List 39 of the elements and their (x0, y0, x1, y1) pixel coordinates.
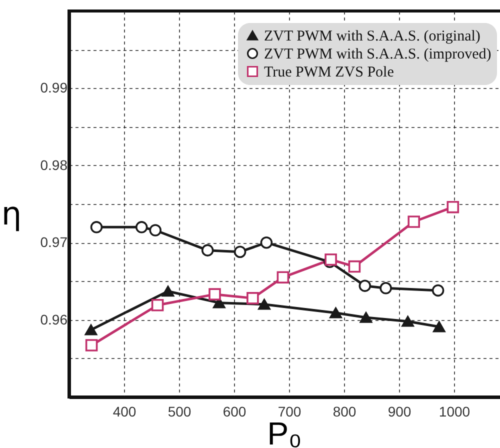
point (246, 292, 259, 304)
point (260, 236, 273, 249)
point (162, 286, 174, 297)
y-tick-label: 0.96 (40, 311, 68, 328)
point (432, 284, 444, 297)
point (324, 253, 337, 266)
y-tick-label: 0.97 (40, 234, 68, 250)
point (446, 200, 460, 214)
x-tick-label: 1000 (438, 404, 470, 420)
y-tick-label: 0.98 (40, 156, 68, 173)
point (234, 246, 246, 258)
legend-label: True PWM ZVS Pole (264, 64, 394, 80)
legend-label: ZVT PWM with S.A.A.S. (improved) (264, 46, 492, 62)
point (360, 312, 372, 323)
point (201, 244, 214, 256)
x-tick-label: 400 (112, 404, 136, 420)
point (348, 260, 361, 273)
point (90, 221, 103, 234)
y-axis-title: η (1, 194, 22, 232)
point (208, 288, 221, 300)
point (330, 307, 342, 318)
point (85, 339, 98, 352)
x-tick-label: 600 (222, 404, 246, 420)
point (358, 280, 372, 292)
point (433, 321, 446, 332)
point (402, 316, 414, 327)
point (276, 271, 290, 284)
x-tick-label: 900 (388, 404, 412, 420)
legend-label: ZVT PWM with S.A.A.S. (original) (264, 28, 480, 44)
point (408, 216, 420, 228)
point (149, 224, 162, 236)
point (151, 298, 164, 312)
point (84, 324, 98, 336)
y-tick-label: 0.99 (40, 80, 68, 96)
point (135, 221, 148, 234)
point (258, 298, 270, 310)
point (380, 282, 392, 294)
x-tick-label: 500 (168, 404, 192, 420)
x-tick-label: 800 (332, 404, 356, 420)
